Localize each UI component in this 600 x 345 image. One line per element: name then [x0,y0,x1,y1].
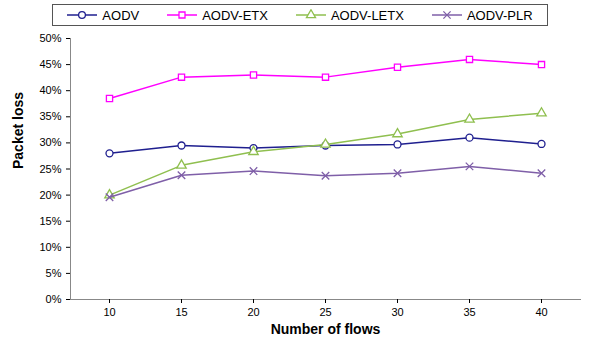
svg-text:35%: 35% [39,110,61,122]
svg-text:5%: 5% [46,267,62,279]
svg-text:30: 30 [391,306,403,318]
svg-text:30%: 30% [39,136,61,148]
svg-text:Packet loss: Packet loss [10,92,26,169]
svg-text:40: 40 [535,306,547,318]
html-text:AODV-LETX: AODV-LETX [330,7,404,23]
svg-text:15%: 15% [39,215,61,227]
html-text:AODV: AODV [102,7,140,23]
svg-text:35: 35 [463,306,475,318]
html-text:AODV-ETX: AODV-ETX [202,7,268,23]
html-text:AODV-PLR: AODV-PLR [466,7,533,23]
svg-text:20%: 20% [39,189,61,201]
svg-text:50%: 50% [39,32,61,44]
svg-text:45%: 45% [39,58,61,70]
svg-text:10%: 10% [39,241,61,253]
svg-text:0%: 0% [46,293,62,305]
svg-text:40%: 40% [39,84,61,96]
svg-text:Number of flows: Number of flows [271,321,381,337]
svg-text:10: 10 [103,306,115,318]
svg-text:25%: 25% [39,163,61,175]
svg-text:20: 20 [247,306,259,318]
svg-text:25: 25 [319,306,331,318]
svg-text:15: 15 [175,306,187,318]
